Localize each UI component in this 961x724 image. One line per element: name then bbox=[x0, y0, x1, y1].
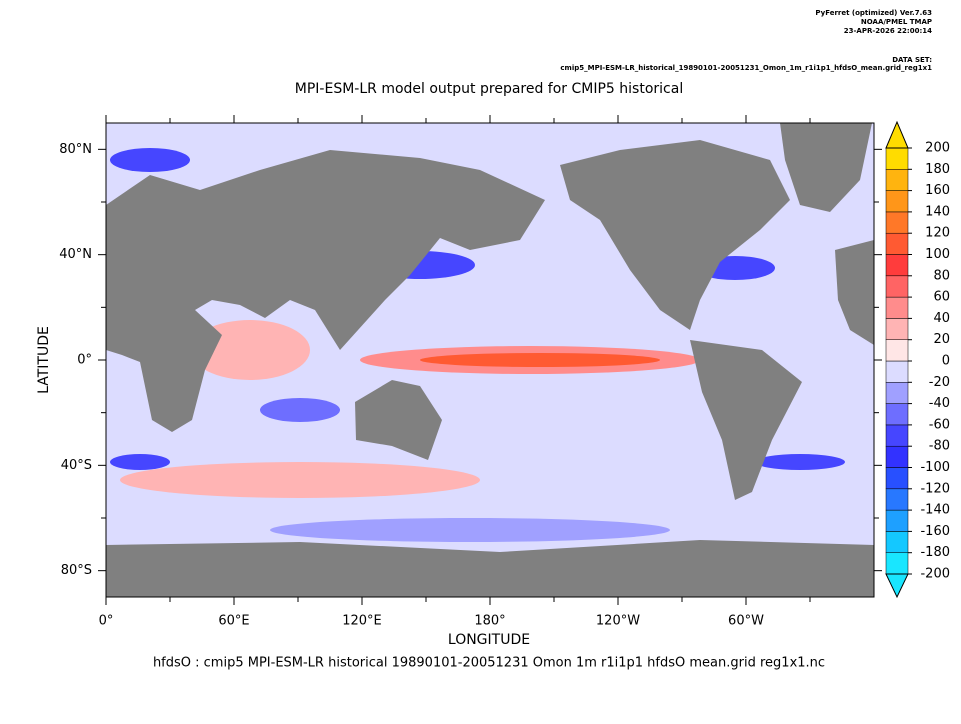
colorbar-band bbox=[885, 403, 909, 426]
colorbar-label: -60 bbox=[929, 417, 950, 432]
x-tick-label: 0° bbox=[99, 614, 114, 629]
colorbar-label: 140 bbox=[925, 204, 950, 219]
field-patch bbox=[270, 518, 670, 542]
colorbar-label: -160 bbox=[920, 524, 950, 539]
x-tick-label: 120°E bbox=[342, 614, 382, 629]
x-tick-label: 60°W bbox=[728, 614, 764, 629]
colorbar-band bbox=[885, 318, 909, 340]
y-axis-label: LATITUDE bbox=[36, 326, 52, 394]
land bbox=[835, 240, 874, 345]
colorbar-band bbox=[885, 360, 909, 383]
x-tick-label: 60°E bbox=[218, 614, 249, 629]
y-tick-label: 80°N bbox=[59, 142, 92, 157]
colorbar-band bbox=[885, 488, 909, 511]
land bbox=[560, 140, 790, 330]
x-tick-label: 180° bbox=[474, 614, 505, 629]
colorbar-label: -40 bbox=[929, 396, 950, 411]
colorbar-band bbox=[885, 382, 909, 404]
field-patch bbox=[110, 148, 190, 172]
land bbox=[355, 380, 442, 460]
colorbar-label: -180 bbox=[920, 545, 950, 560]
colorbar-label: -80 bbox=[929, 439, 950, 454]
colorbar-band bbox=[885, 275, 909, 298]
colorbar-band bbox=[885, 552, 909, 575]
colorbar-label: 40 bbox=[933, 311, 950, 326]
colorbar-band bbox=[885, 169, 909, 191]
field-patch bbox=[120, 462, 480, 498]
colorbar-label: 20 bbox=[933, 332, 950, 347]
colorbar-band bbox=[885, 509, 909, 532]
colorbar-extend bbox=[885, 573, 909, 599]
colorbar-band bbox=[885, 190, 909, 213]
header-line: NOAA/PMEL TMAP bbox=[861, 18, 932, 26]
map bbox=[106, 123, 874, 597]
field-patch bbox=[755, 454, 845, 470]
x-tick-label: 120°W bbox=[596, 614, 640, 629]
dataset: cmip5_MPI-ESM-LR_historical_19890101-200… bbox=[560, 64, 932, 72]
colorbar-band bbox=[885, 254, 909, 277]
colorbar-label: -20 bbox=[929, 375, 950, 390]
land bbox=[690, 340, 802, 500]
land bbox=[106, 150, 545, 432]
colorbar-band bbox=[885, 445, 909, 468]
colorbar-label: 160 bbox=[925, 183, 950, 198]
field-patch bbox=[110, 454, 170, 470]
colorbar-band bbox=[885, 339, 909, 362]
colorbar-label: -200 bbox=[920, 567, 950, 582]
colorbar-label: -140 bbox=[920, 503, 950, 518]
y-tick-label: 80°S bbox=[61, 563, 92, 578]
field-patch bbox=[260, 398, 340, 422]
dataset-label: DATA SET: bbox=[892, 56, 932, 64]
footer: hfdsO : cmip5 MPI-ESM-LR historical 1989… bbox=[153, 656, 825, 671]
header-line: PyFerret (optimized) Ver.7.63 bbox=[815, 9, 932, 17]
y-tick-label: 40°S bbox=[61, 458, 92, 473]
land bbox=[106, 540, 874, 597]
colorbar-label: 60 bbox=[933, 290, 950, 305]
chart-title: MPI-ESM-LR model output prepared for CMI… bbox=[295, 81, 683, 97]
colorbar-band bbox=[885, 296, 909, 319]
colorbar-label: -120 bbox=[920, 481, 950, 496]
colorbar-extend bbox=[885, 120, 909, 149]
colorbar-band bbox=[885, 147, 909, 170]
colorbar-label: 180 bbox=[925, 162, 950, 177]
colorbar-label: -100 bbox=[920, 460, 950, 475]
y-tick-label: 40°N bbox=[59, 247, 92, 262]
header-line: 23-APR-2026 22:00:14 bbox=[844, 27, 932, 35]
colorbar-band bbox=[885, 424, 909, 447]
field-patch bbox=[420, 353, 660, 367]
colorbar-band bbox=[885, 232, 909, 255]
colorbar-band bbox=[885, 211, 909, 234]
colorbar-label: 80 bbox=[933, 268, 950, 283]
colorbar-label: 120 bbox=[925, 226, 950, 241]
colorbar-band bbox=[885, 531, 909, 553]
colorbar-label: 100 bbox=[925, 247, 950, 262]
colorbar-band bbox=[885, 467, 909, 490]
x-axis-label: LONGITUDE bbox=[448, 632, 530, 648]
colorbar-label: 0 bbox=[942, 354, 950, 369]
land bbox=[780, 123, 872, 212]
colorbar-label: 200 bbox=[925, 141, 950, 156]
y-tick-label: 0° bbox=[77, 353, 92, 368]
